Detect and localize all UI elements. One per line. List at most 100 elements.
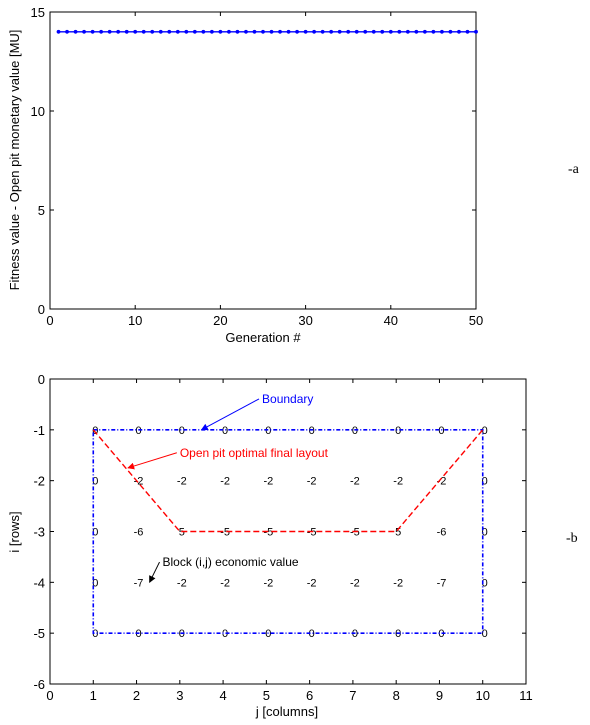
fitness-y-axis-label: Fitness value - Open pit monetary value … bbox=[7, 30, 22, 291]
layout-x-axis-label: j [columns] bbox=[255, 704, 318, 719]
data-point bbox=[244, 29, 248, 34]
y-tick-label: -5 bbox=[33, 626, 45, 641]
data-point bbox=[82, 29, 86, 34]
annotation-label: Block (i,j) economic value bbox=[163, 555, 299, 569]
block-value: 0 bbox=[92, 476, 98, 488]
y-tick-label: -1 bbox=[33, 423, 45, 438]
data-point bbox=[133, 29, 138, 34]
block-value: -2 bbox=[307, 476, 317, 488]
data-point bbox=[184, 29, 189, 34]
fitness-x-axis-label: Generation # bbox=[225, 330, 301, 345]
x-tick-label: 3 bbox=[176, 688, 183, 703]
block-value: 0 bbox=[482, 476, 488, 488]
y-tick-label: -2 bbox=[33, 474, 45, 489]
block-value: -2 bbox=[350, 577, 360, 589]
x-tick-label: 6 bbox=[306, 688, 313, 703]
block-value: 0 bbox=[265, 628, 271, 640]
block-value: -6 bbox=[437, 527, 447, 539]
layout-plot-frame bbox=[49, 378, 527, 685]
block-value: -2 bbox=[393, 476, 403, 488]
block-value: 0 bbox=[352, 628, 358, 640]
block-value: -7 bbox=[134, 577, 144, 589]
block-value: -2 bbox=[307, 577, 317, 589]
block-value: -5 bbox=[220, 527, 230, 539]
block-value: -2 bbox=[177, 476, 187, 488]
block-value: -5 bbox=[307, 527, 317, 539]
data-point bbox=[388, 29, 393, 34]
data-point bbox=[337, 29, 342, 34]
data-point bbox=[354, 29, 359, 34]
data-point bbox=[295, 29, 299, 34]
block-value: -2 bbox=[177, 577, 187, 589]
data-point bbox=[269, 29, 274, 34]
data-point bbox=[124, 29, 129, 34]
block-value: -6 bbox=[134, 527, 144, 539]
data-point bbox=[457, 29, 461, 34]
block-value: 0 bbox=[395, 425, 401, 437]
block-value: 0 bbox=[179, 628, 185, 640]
data-point bbox=[235, 29, 240, 34]
block-value: 0 bbox=[92, 425, 98, 437]
x-tick-label: 11 bbox=[519, 688, 533, 703]
x-tick-label: 9 bbox=[436, 688, 443, 703]
block-value: 0 bbox=[482, 628, 488, 640]
block-value: -2 bbox=[220, 476, 230, 488]
block-value: 0 bbox=[222, 425, 228, 437]
block-value: 0 bbox=[179, 425, 185, 437]
fitness-plot-frame bbox=[49, 11, 477, 310]
x-tick-label: 0 bbox=[46, 688, 53, 703]
data-point bbox=[320, 29, 325, 34]
block-value: -2 bbox=[393, 577, 403, 589]
block-value: 0 bbox=[482, 425, 488, 437]
data-point bbox=[405, 29, 410, 34]
y-tick-label: -3 bbox=[33, 525, 45, 540]
data-point bbox=[422, 29, 427, 34]
x-tick-label: 50 bbox=[469, 313, 483, 328]
block-value: 0 bbox=[92, 577, 98, 589]
annotation-arrow bbox=[127, 452, 177, 470]
x-tick-label: 4 bbox=[219, 688, 226, 703]
block-value: -2 bbox=[263, 577, 273, 589]
block-value: 0 bbox=[438, 425, 444, 437]
block-value: -7 bbox=[437, 577, 447, 589]
block-value: -2 bbox=[350, 476, 360, 488]
data-point bbox=[175, 29, 180, 34]
data-point bbox=[329, 29, 334, 34]
data-point bbox=[167, 29, 172, 34]
x-tick-label: 2 bbox=[133, 688, 140, 703]
block-value: 0 bbox=[265, 425, 271, 437]
block-value: -5 bbox=[350, 527, 360, 539]
block-value: 0 bbox=[352, 425, 358, 437]
block-value: 0 bbox=[438, 628, 444, 640]
data-point bbox=[465, 29, 470, 34]
data-point bbox=[107, 29, 112, 34]
x-tick-label: 7 bbox=[349, 688, 356, 703]
data-point bbox=[474, 29, 478, 34]
block-value: -2 bbox=[134, 476, 144, 488]
data-point bbox=[397, 29, 402, 34]
block-value: 0 bbox=[135, 628, 141, 640]
data-point bbox=[150, 29, 155, 34]
data-point bbox=[371, 29, 376, 34]
layout-y-axis-label: i [rows] bbox=[7, 511, 22, 552]
data-point bbox=[56, 29, 61, 34]
data-point bbox=[90, 29, 95, 34]
data-point bbox=[312, 29, 317, 34]
block-value: -2 bbox=[220, 577, 230, 589]
data-point bbox=[65, 29, 69, 34]
block-value: 5 bbox=[179, 527, 185, 539]
data-point bbox=[346, 29, 351, 34]
fitness-chart: 0 10 20 30 40 50 0 5 10 15 Generation # Fitness v… bbox=[7, 5, 580, 345]
boundary-line bbox=[92, 429, 484, 634]
pit-layout-line bbox=[92, 429, 484, 533]
annotation-arrow bbox=[149, 561, 160, 583]
data-point bbox=[440, 29, 444, 34]
block-value: -2 bbox=[437, 476, 447, 488]
block-value: 0 bbox=[482, 527, 488, 539]
data-point bbox=[448, 29, 453, 34]
y-tick-label: -4 bbox=[33, 575, 45, 590]
block-value: 5 bbox=[395, 527, 401, 539]
data-point bbox=[252, 29, 257, 34]
y-tick-label: 5 bbox=[38, 203, 45, 218]
data-point bbox=[158, 29, 163, 34]
